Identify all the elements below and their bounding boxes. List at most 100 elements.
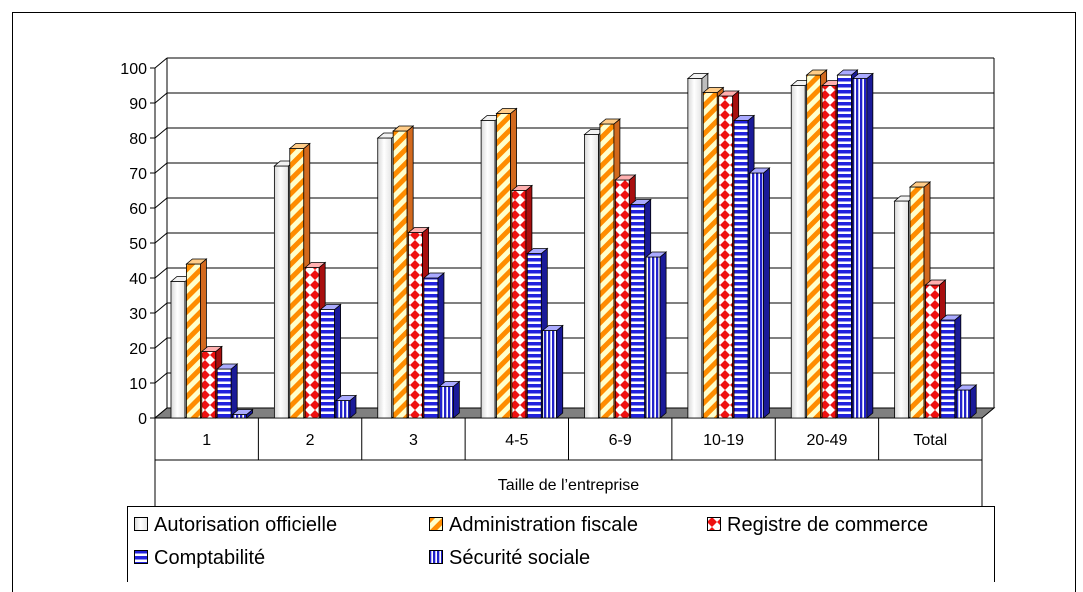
gridline-diagonal bbox=[154, 337, 168, 349]
gridline-diagonal bbox=[154, 162, 168, 174]
bar-front bbox=[894, 200, 910, 419]
bar-top bbox=[717, 90, 740, 97]
bar-front bbox=[496, 113, 511, 419]
bar-front bbox=[480, 120, 496, 419]
x-tick-label: 1 bbox=[202, 432, 211, 449]
legend-label-fiscale: Administration fiscale bbox=[449, 514, 638, 536]
bar-securite-2 bbox=[334, 394, 358, 419]
bar-top bbox=[629, 199, 652, 205]
bar-front bbox=[408, 232, 423, 419]
legend-swatch-autorisation bbox=[134, 516, 148, 531]
bar-top bbox=[836, 69, 859, 76]
y-tick-label: 40 bbox=[129, 271, 147, 288]
bar-registre-Total bbox=[924, 279, 947, 419]
bar-side bbox=[969, 384, 977, 419]
y-tick-label: 30 bbox=[129, 306, 147, 323]
bar-top bbox=[392, 125, 415, 132]
bar-front bbox=[599, 123, 615, 419]
bar-front bbox=[790, 85, 806, 419]
chart-frame bbox=[12, 12, 1076, 592]
bar-comptabilite-3 bbox=[422, 272, 446, 419]
bar-top bbox=[407, 227, 430, 233]
bar-front bbox=[232, 414, 248, 419]
gridline-diagonal bbox=[154, 92, 168, 104]
legend-item-securite: Sécurité sociale bbox=[429, 546, 590, 570]
bar-front bbox=[925, 284, 940, 419]
bar-top bbox=[908, 181, 932, 188]
bar-top bbox=[334, 395, 358, 401]
bar-side bbox=[763, 167, 770, 419]
y-tick-label: 100 bbox=[120, 61, 147, 78]
gridline-diagonal bbox=[154, 372, 168, 384]
bar-securite-4-5 bbox=[541, 324, 564, 419]
bar-top bbox=[319, 304, 342, 310]
bar-top bbox=[541, 325, 564, 331]
y-tick-label: 50 bbox=[129, 236, 147, 253]
bar-front bbox=[749, 172, 764, 419]
bar-front bbox=[837, 74, 852, 419]
bar-front bbox=[702, 92, 718, 419]
legend-item-fiscale: Administration fiscale bbox=[429, 513, 638, 537]
bar-front bbox=[630, 204, 646, 419]
bar-top bbox=[231, 409, 254, 415]
legend-label-securite: Sécurité sociale bbox=[449, 547, 591, 569]
bar-top bbox=[614, 174, 637, 181]
bar-front bbox=[377, 137, 393, 419]
bar-front bbox=[940, 319, 956, 419]
bar-top bbox=[216, 363, 239, 370]
bar-top bbox=[304, 262, 327, 268]
bar-front bbox=[423, 277, 439, 419]
bar-front bbox=[511, 190, 527, 419]
bar-front bbox=[392, 130, 408, 419]
bar-front bbox=[733, 120, 749, 419]
bar-front bbox=[909, 186, 925, 419]
legend-swatch-comptabilite bbox=[134, 549, 148, 564]
y-tick-label: 20 bbox=[129, 341, 147, 358]
bar-top bbox=[732, 115, 756, 121]
bar-front bbox=[821, 85, 837, 419]
legend-label-comptabilite: Comptabilité bbox=[154, 547, 266, 569]
bar-front bbox=[614, 179, 630, 419]
bar-top bbox=[939, 314, 962, 321]
bar-securite-1 bbox=[231, 408, 254, 419]
y-tick-label: 70 bbox=[129, 166, 147, 183]
legend-swatch-registre bbox=[707, 516, 721, 531]
gridline-diagonal bbox=[154, 127, 168, 139]
bar-top bbox=[288, 143, 311, 149]
bar-securite-3 bbox=[438, 380, 461, 419]
bar-side bbox=[866, 72, 874, 419]
bar-front bbox=[526, 253, 542, 419]
bar-top bbox=[598, 118, 622, 125]
bar-front bbox=[273, 165, 289, 419]
bar-top bbox=[686, 73, 709, 79]
bar-top bbox=[200, 346, 223, 352]
bar-securite-6-9 bbox=[644, 251, 668, 419]
gridline-diagonal bbox=[154, 57, 168, 69]
x-tick-label: 20-49 bbox=[806, 432, 847, 449]
bar-top bbox=[438, 381, 461, 387]
bar-comptabilite-2 bbox=[319, 303, 342, 419]
legend-item-autorisation: Autorisation officielle bbox=[134, 513, 337, 537]
bar-front bbox=[304, 267, 320, 419]
legend-label-registre: Registre de commerce bbox=[727, 514, 929, 536]
bar-front bbox=[201, 351, 217, 419]
bar-top bbox=[924, 279, 947, 286]
x-tick-label: 3 bbox=[409, 432, 418, 449]
x-tick-label: 6-9 bbox=[609, 432, 632, 449]
bar-top bbox=[702, 87, 725, 93]
bar-front bbox=[170, 281, 186, 419]
gridline-diagonal bbox=[154, 267, 168, 279]
bar-top bbox=[185, 258, 208, 265]
bar-side bbox=[452, 380, 460, 419]
bar-side bbox=[659, 251, 667, 419]
y-tick-label: 60 bbox=[129, 201, 147, 218]
bar-top bbox=[526, 248, 549, 254]
legend-label-autorisation: Autorisation officielle bbox=[154, 514, 338, 536]
y-tick-label: 90 bbox=[129, 96, 147, 113]
legend-swatch-securite bbox=[429, 549, 443, 564]
bar-front bbox=[185, 263, 201, 419]
legend-swatch-fiscale bbox=[429, 516, 443, 531]
bar-top bbox=[748, 167, 771, 174]
x-tick-label: 2 bbox=[306, 432, 315, 449]
